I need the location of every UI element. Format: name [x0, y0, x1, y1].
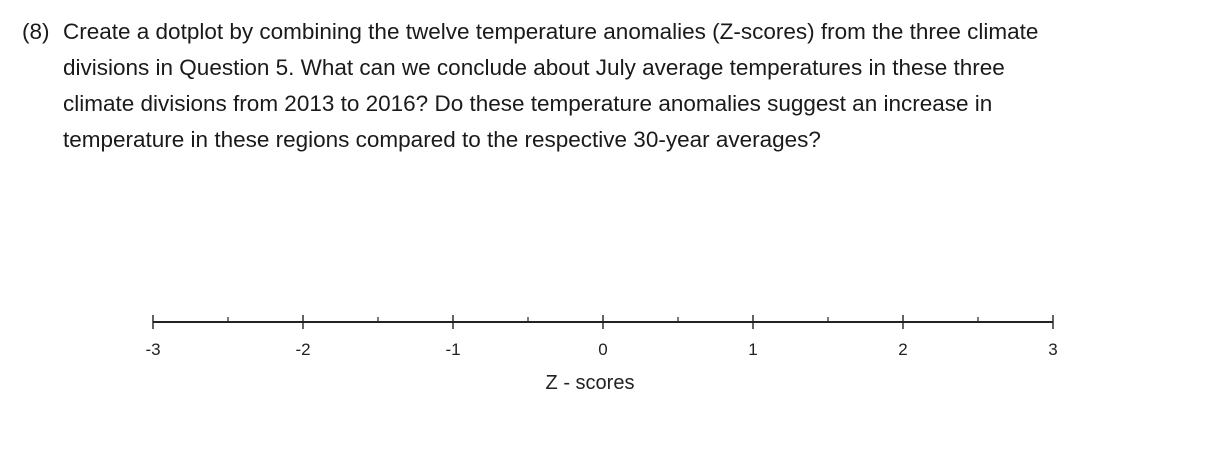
tick-label: 0 — [598, 340, 607, 359]
tick-label: -3 — [145, 340, 160, 359]
dotplot-axis-svg: -3 -2 -1 0 1 2 3 Z - scores — [145, 315, 1058, 394]
tick-label: 2 — [898, 340, 907, 359]
question-row: (8) Create a dotplot by combining the tw… — [22, 14, 1202, 158]
tick-label: -1 — [445, 340, 460, 359]
x-axis-title: Z - scores — [546, 372, 635, 394]
tick-label: -2 — [295, 340, 310, 359]
tick-label: 1 — [748, 340, 757, 359]
question-block: (8) Create a dotplot by combining the tw… — [22, 14, 1202, 158]
question-text: Create a dotplot by combining the twelve… — [63, 19, 1039, 152]
question-number: (8) — [22, 19, 50, 44]
dotplot-axis: -3 -2 -1 0 1 2 3 Z - scores — [0, 300, 1216, 410]
tick-label: 3 — [1048, 340, 1057, 359]
